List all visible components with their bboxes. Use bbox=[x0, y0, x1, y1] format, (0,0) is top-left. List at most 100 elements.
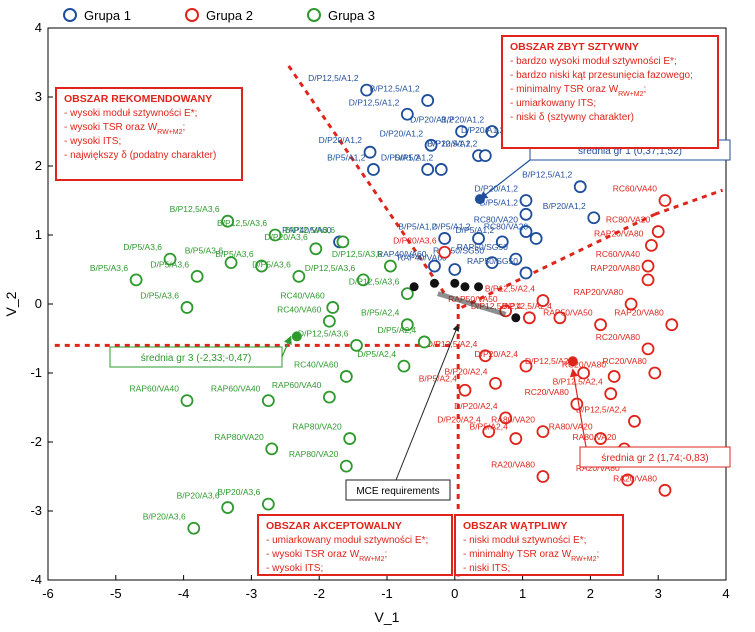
y-tick-label: -4 bbox=[30, 572, 42, 587]
data-point bbox=[261, 497, 275, 511]
data-point-label: D/P20/A2,4 bbox=[454, 401, 498, 411]
data-point-label: RC40/VA60 bbox=[277, 304, 322, 314]
data-point-label: D/P5/A1,2 bbox=[394, 152, 433, 162]
data-point bbox=[424, 138, 438, 152]
mce-point bbox=[474, 282, 484, 292]
data-point-label: D/P12,5/A2,4 bbox=[576, 404, 627, 414]
x-tick-label: -5 bbox=[110, 586, 122, 601]
data-point-label: RA20/VA80 bbox=[491, 460, 535, 470]
region-box-line: - minimalny TSR oraz WRW+M2; bbox=[463, 549, 599, 563]
data-point-label: D/P20/A1,2 bbox=[461, 125, 505, 135]
data-point-label: B/P12,5/A3,6 bbox=[217, 218, 267, 228]
y-tick-label: 4 bbox=[35, 20, 42, 35]
data-point bbox=[519, 207, 533, 221]
data-point-label: B/P5/A2,4 bbox=[361, 308, 400, 318]
data-point-label: RC60/VA40 bbox=[596, 249, 641, 259]
data-point bbox=[221, 501, 235, 514]
data-point bbox=[421, 163, 435, 176]
data-point bbox=[651, 225, 665, 238]
data-point bbox=[478, 149, 492, 163]
data-point bbox=[261, 394, 275, 408]
data-point bbox=[658, 483, 672, 497]
data-point bbox=[648, 366, 662, 380]
data-point bbox=[645, 238, 658, 252]
data-point-label: D/P12,5/A3,6 bbox=[349, 277, 400, 287]
data-point bbox=[485, 125, 499, 138]
data-point-label: D/P20/A1,2 bbox=[380, 128, 424, 138]
x-tick-label: 3 bbox=[655, 586, 662, 601]
data-point-label: D/P12,5/A3,6 bbox=[332, 249, 383, 259]
data-point-label: RAP40/VA60 bbox=[377, 249, 427, 259]
data-point-label: B/P12,5/A3,6 bbox=[285, 225, 335, 235]
region-box-subscript: RW+M2 bbox=[618, 91, 643, 98]
data-point-label: D/P20/A1,2 bbox=[410, 115, 454, 125]
region-box-semicolon: ; bbox=[385, 549, 388, 560]
data-point-label: RC40/VA60 bbox=[294, 359, 339, 369]
region-box-title: OBSZAR AKCEPTOWALNY bbox=[266, 520, 402, 532]
data-point bbox=[339, 459, 353, 473]
x-tick-label: 1 bbox=[519, 586, 526, 601]
data-point bbox=[536, 425, 550, 439]
data-point-label: D/P12,5/A1,2 bbox=[308, 73, 359, 83]
data-point bbox=[397, 359, 411, 373]
data-point-label: D/P12,5/A2,4 bbox=[471, 301, 522, 311]
region-box-line: - niski ITS; bbox=[463, 563, 510, 574]
data-point-label: B/P5/A1,2 bbox=[480, 197, 519, 207]
y-tick-label: 1 bbox=[35, 227, 42, 242]
legend-label: Grupa 2 bbox=[206, 8, 253, 23]
data-point-label: RAP50/SG50 bbox=[457, 242, 508, 252]
y-tick-label: 2 bbox=[35, 158, 42, 173]
data-point bbox=[190, 269, 204, 283]
data-point bbox=[536, 294, 550, 307]
x-tick-label: -2 bbox=[313, 586, 325, 601]
legend-label: Grupa 1 bbox=[84, 8, 131, 23]
group-mean-arrow bbox=[281, 335, 292, 358]
data-point bbox=[519, 225, 533, 238]
data-point bbox=[322, 390, 336, 404]
data-point bbox=[570, 397, 584, 411]
data-point bbox=[455, 125, 468, 138]
data-point-label: RAP20/VA80 bbox=[614, 308, 664, 318]
data-point-label: RAP40/VA60 bbox=[397, 253, 447, 263]
data-point bbox=[367, 163, 380, 176]
data-point bbox=[529, 232, 543, 245]
data-point bbox=[489, 376, 502, 390]
data-point-label: D/P5/A3,6 bbox=[123, 242, 162, 252]
data-point-label: RA80/VA20 bbox=[491, 415, 535, 425]
legend: Grupa 1 Grupa 2 Grupa 3 bbox=[63, 8, 375, 23]
data-point bbox=[309, 242, 323, 256]
y-tick-label: 3 bbox=[35, 89, 42, 104]
data-point-label: RC80/VA20 bbox=[484, 221, 529, 231]
group-mean-arrow bbox=[569, 368, 587, 448]
data-point-label: D/P5/A3,6 bbox=[150, 259, 189, 269]
data-point bbox=[180, 394, 194, 408]
region-box-line: - wysoki ITS; bbox=[64, 136, 121, 147]
region-box-line: - minimalny TSR oraz WRW+M2; bbox=[510, 84, 646, 98]
data-point-label: RAP20/VA80 bbox=[591, 263, 641, 273]
data-point bbox=[336, 235, 350, 249]
data-point-label: RAP80/VA20 bbox=[214, 432, 264, 442]
data-point-label: D/P5/A2,4 bbox=[378, 325, 417, 335]
data-point-label: D/P5/A1,2 bbox=[381, 152, 420, 162]
data-point bbox=[428, 259, 441, 273]
data-point-label: D/P20/A2,4 bbox=[475, 349, 519, 359]
group-mean-label: średnia gr 3 (-2,33;-0,47) bbox=[141, 353, 252, 364]
data-point bbox=[268, 228, 282, 242]
data-point-label: B/P5/A1,2 bbox=[327, 152, 366, 162]
legend-marker bbox=[63, 8, 77, 22]
data-point-label: RA20/VA80 bbox=[613, 473, 657, 483]
mce-point bbox=[460, 282, 470, 292]
region-box-line: - największy δ (podatny charakter) bbox=[64, 150, 216, 161]
data-point bbox=[255, 259, 268, 273]
data-point bbox=[292, 269, 306, 283]
data-point-label: B/P12,5/A1,2 bbox=[370, 83, 420, 93]
data-point-label: RC80/VA20 bbox=[606, 215, 651, 225]
data-point-label: RAP50/VA50 bbox=[543, 308, 593, 318]
data-point-label: RAP80/VA20 bbox=[292, 422, 342, 432]
data-point-label: D/P12,5/A3,6 bbox=[305, 263, 356, 273]
region-boxes: OBSZAR ZBYT SZTYWNY - bardzo wysoki moduł… bbox=[55, 35, 719, 576]
data-point-label: B/P20/A1,2 bbox=[543, 201, 586, 211]
data-point-label: RAP20/VA80 bbox=[574, 287, 624, 297]
data-point-label: B/P5/A2,4 bbox=[470, 422, 509, 432]
